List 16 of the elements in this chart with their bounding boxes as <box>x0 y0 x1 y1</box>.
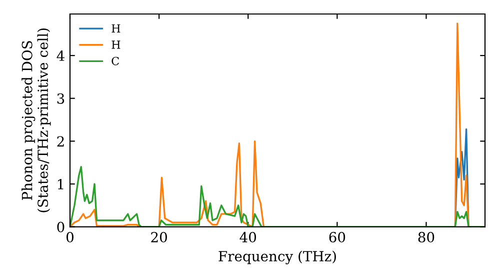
y-tick-label: 0 <box>57 222 64 232</box>
line-series <box>454 128 470 227</box>
y-axis-title: Phonon projected DOS (States/THz·primitive cell) <box>22 28 51 212</box>
legend-label: C <box>112 56 119 66</box>
y-tick-label: 2 <box>57 136 64 146</box>
x-axis-title: Frequency (THz) <box>218 250 336 264</box>
x-tick-label: 20 <box>151 232 167 242</box>
x-tick-label: 60 <box>329 232 346 242</box>
y-tick-label: 4 <box>56 50 64 61</box>
y-tick-label: 1 <box>58 178 64 190</box>
legend-label: H <box>112 40 120 49</box>
x-tick-label: 0 <box>66 232 74 242</box>
legend-label: H <box>112 24 120 32</box>
x-tick-label: 40 <box>240 232 256 242</box>
x-tick-label: 80 <box>418 232 434 242</box>
y-tick-label: 3 <box>57 93 64 104</box>
